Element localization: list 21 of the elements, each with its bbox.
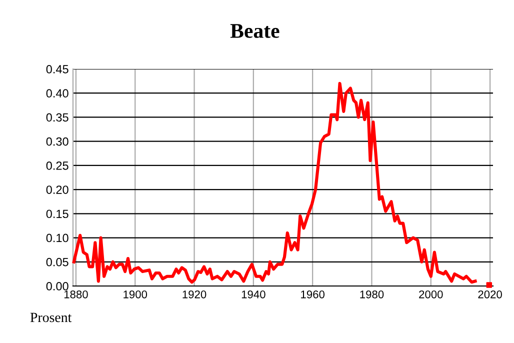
y-tick-label: 0.15 bbox=[46, 210, 68, 218]
y-tick-label: 0.25 bbox=[46, 161, 68, 170]
x-tick-label: 2020 bbox=[478, 290, 502, 298]
x-tick-label: 1900 bbox=[124, 290, 148, 298]
y-tick-label: 0.40 bbox=[46, 89, 68, 98]
y-tick-label: 0.30 bbox=[46, 137, 68, 146]
y-tick-label: 0.05 bbox=[46, 258, 68, 266]
y-tick-label: 0.10 bbox=[46, 234, 68, 242]
x-tick-label: 1960 bbox=[301, 290, 325, 298]
x-tick-label: 1980 bbox=[360, 290, 384, 298]
x-tick-label: 1920 bbox=[182, 290, 206, 298]
line-series bbox=[72, 82, 477, 284]
x-tick-label: 2000 bbox=[419, 290, 443, 298]
y-tick-label: 0.00 bbox=[46, 282, 68, 290]
y-tick-label: 0.35 bbox=[46, 113, 68, 122]
x-tick-label: 1880 bbox=[64, 290, 88, 298]
y-tick-label: 0.20 bbox=[46, 186, 68, 194]
text: Prosent bbox=[30, 312, 72, 322]
chart-title: Beate bbox=[230, 24, 280, 38]
y-tick-label: 0.45 bbox=[46, 65, 68, 74]
x-tick-label: 1940 bbox=[242, 290, 266, 298]
